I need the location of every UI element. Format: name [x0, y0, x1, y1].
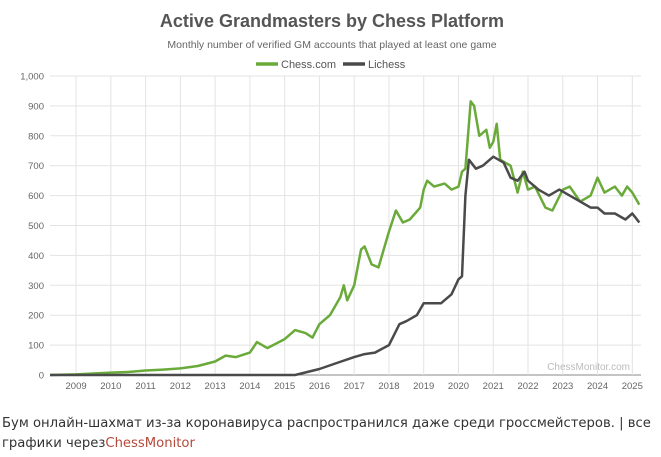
y-tick-label: 1,000: [20, 72, 44, 83]
chessmonitor-link[interactable]: ChessMonitor: [105, 436, 195, 451]
y-tick-label: 900: [28, 101, 44, 112]
x-tick-label: 2010: [100, 381, 121, 392]
y-tick-label: 100: [28, 341, 44, 352]
chart-subtitle: Monthly number of verified GM accounts t…: [167, 39, 496, 51]
chart-title: Active Grandmasters by Chess Platform: [160, 11, 504, 31]
x-tick-label: 2009: [66, 381, 87, 392]
legend: Chess.com Lichess: [256, 59, 406, 71]
x-tick-label: 2017: [344, 381, 365, 392]
y-tick-label: 700: [28, 161, 44, 172]
x-tick-label: 2012: [170, 381, 191, 392]
x-tick-label: 2013: [205, 381, 226, 392]
watermark: ChessMonitor.com: [547, 362, 630, 373]
x-tick-label: 2025: [622, 381, 643, 392]
x-tick-label: 2015: [274, 381, 295, 392]
x-tick-label: 2016: [309, 381, 330, 392]
x-tick-label: 2018: [378, 381, 399, 392]
caption: Бум онлайн-шахмат из-за коронавируса рас…: [2, 414, 657, 454]
x-tick-label: 2014: [239, 381, 260, 392]
x-tick-label: 2021: [483, 381, 504, 392]
x-tick-label: 2011: [135, 381, 155, 392]
caption-text: Бум онлайн-шахмат из-за коронавируса рас…: [2, 416, 651, 451]
x-tick-label: 2020: [448, 381, 469, 392]
x-tick-label: 2023: [552, 381, 573, 392]
y-tick-label: 500: [28, 221, 44, 232]
y-tick-label: 400: [28, 251, 44, 262]
y-tick-label: 0: [39, 371, 44, 382]
y-tick-label: 300: [28, 281, 44, 292]
line-chart: Active Grandmasters by Chess Platform Mo…: [20, 11, 643, 392]
series-line-lichess: [50, 155, 641, 377]
x-tick-label: 2019: [413, 381, 434, 392]
y-tick-label: 600: [28, 191, 44, 202]
y-tick-label: 800: [28, 131, 44, 142]
legend-label: Lichess: [368, 59, 406, 71]
y-tick-label: 200: [28, 311, 44, 322]
series-line-chesscom: [49, 100, 641, 377]
x-tick-label: 2022: [517, 381, 538, 392]
x-tick-label: 2024: [587, 381, 608, 392]
grid: [50, 75, 641, 376]
legend-label: Chess.com: [281, 59, 336, 71]
